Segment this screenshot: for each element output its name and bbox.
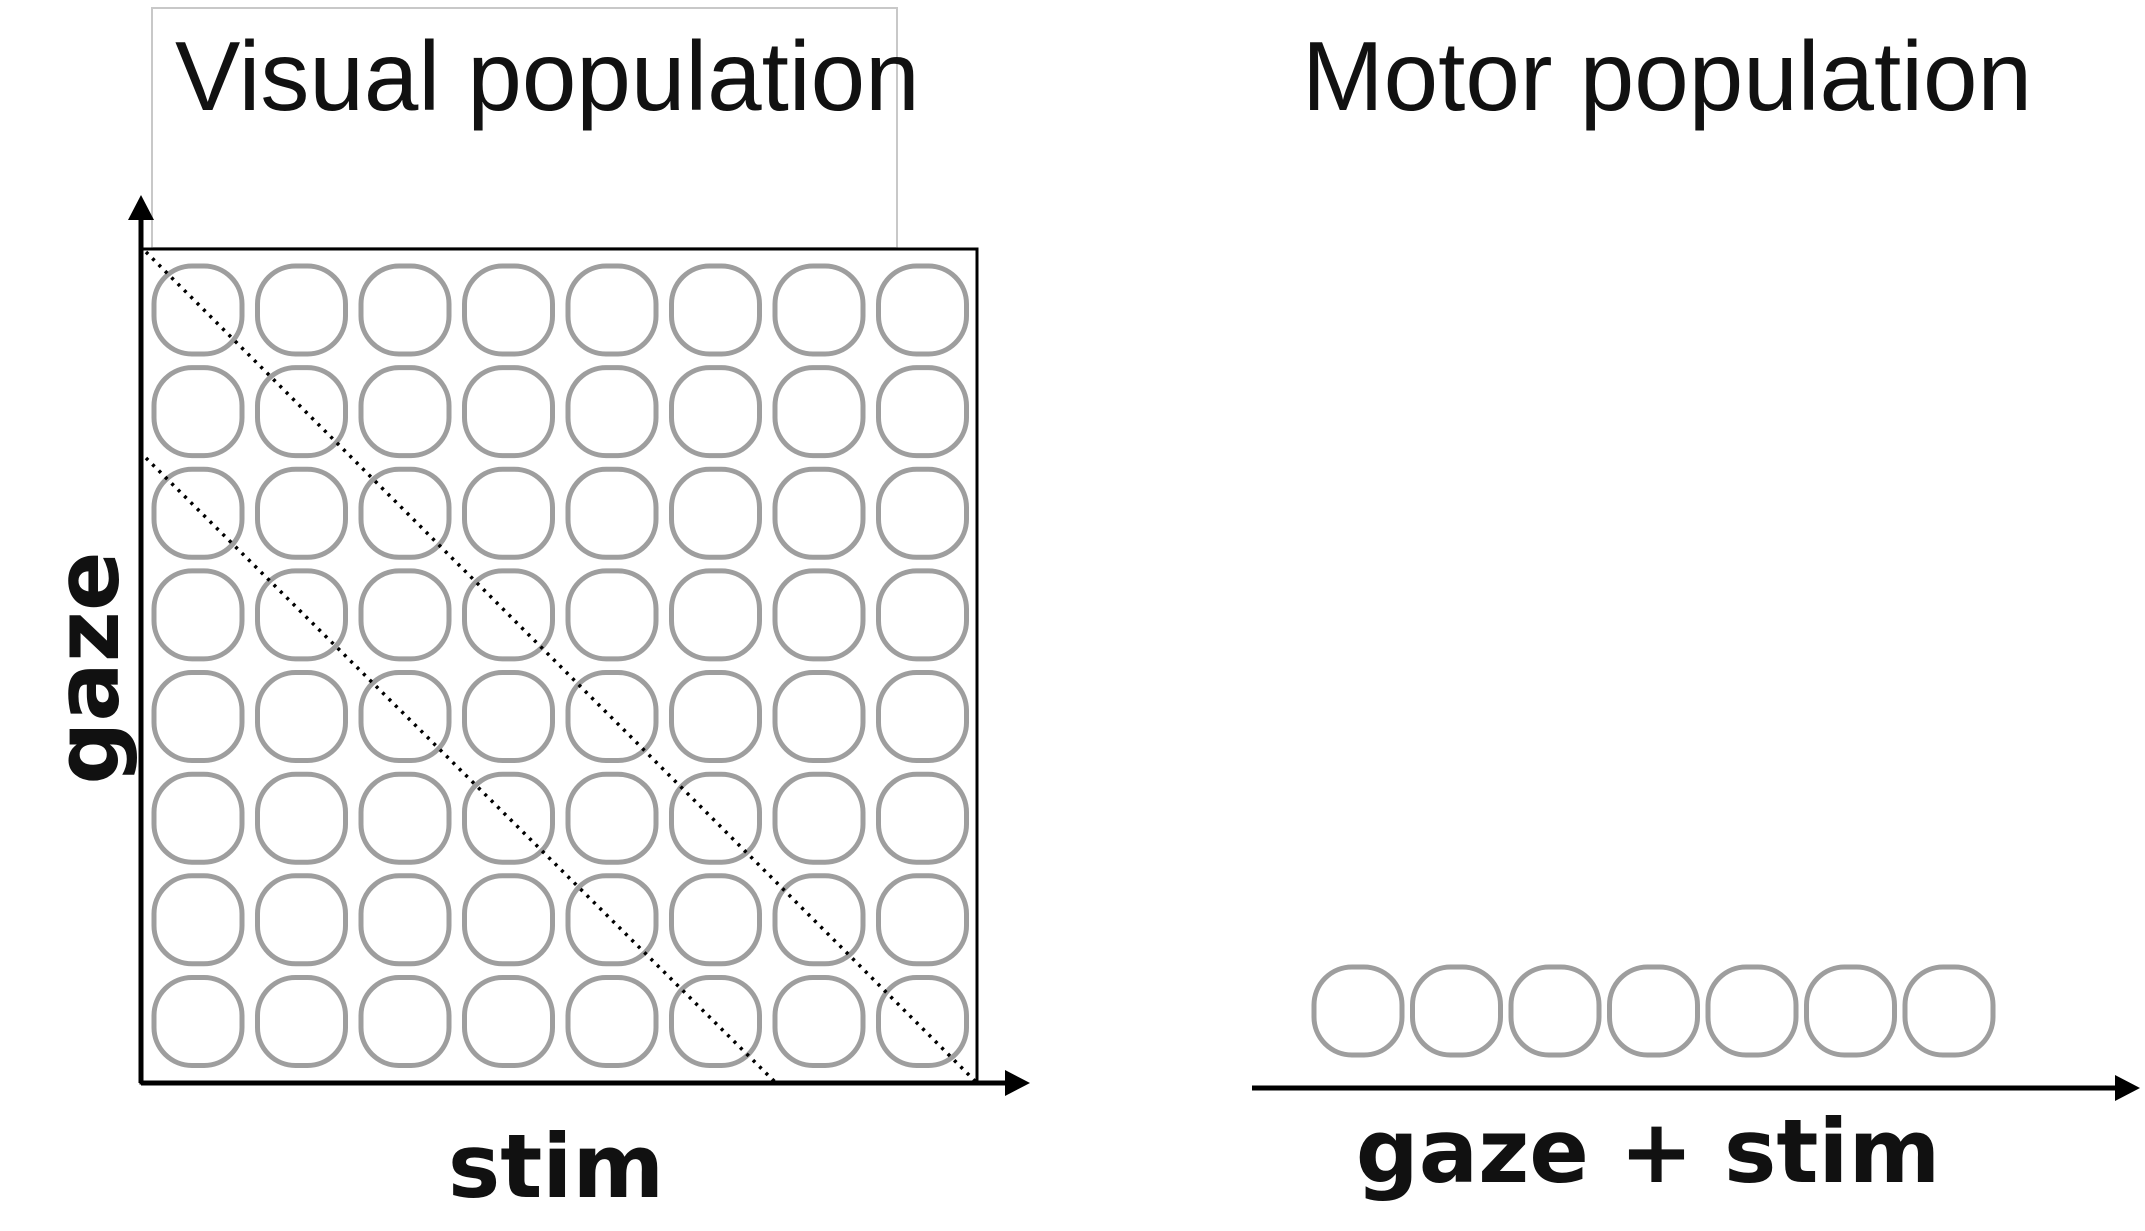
motor-axis-label: gaze + stim <box>1356 1100 1941 1203</box>
visual-neuron <box>772 568 866 662</box>
visual-neuron <box>565 771 659 865</box>
visual-neuron <box>255 568 348 662</box>
visual-neuron <box>255 771 348 865</box>
stim-axis-label: stim <box>448 1115 664 1218</box>
motor-axis-arrowhead <box>2115 1075 2140 1101</box>
visual-neuron <box>669 975 762 1068</box>
visual-neuron <box>358 466 452 560</box>
visual-panel: Visual population stim gaze <box>36 7 1030 1218</box>
motor-neuron <box>1804 964 1897 1058</box>
visual-neuron <box>255 466 348 560</box>
motor-neuron <box>1705 964 1799 1058</box>
diagonal-line-lower <box>144 456 778 1085</box>
motor-neuron <box>1902 964 1996 1058</box>
visual-neuron <box>565 975 659 1068</box>
visual-neuron <box>772 975 866 1068</box>
visual-neuron <box>358 670 452 763</box>
visual-neuron-grid <box>151 263 969 1068</box>
visual-neuron <box>255 365 348 459</box>
visual-neuron <box>669 873 762 967</box>
stim-axis-arrowhead <box>1005 1070 1030 1096</box>
visual-neuron <box>669 466 762 560</box>
visual-neuron <box>772 873 866 967</box>
visual-neuron <box>358 568 452 662</box>
visual-neuron <box>772 771 866 865</box>
visual-neuron <box>565 466 659 560</box>
visual-neuron <box>462 365 555 459</box>
visual-neuron <box>151 263 245 357</box>
visual-neuron <box>462 263 555 357</box>
visual-neuron <box>358 771 452 865</box>
visual-neuron <box>358 975 452 1068</box>
visual-neuron <box>669 365 762 459</box>
visual-neuron <box>462 568 555 662</box>
motor-neuron <box>1607 964 1700 1058</box>
motor-neuron <box>1311 964 1405 1058</box>
diagonal-line-upper <box>144 250 977 1083</box>
visual-neuron <box>772 670 866 763</box>
visual-neuron <box>669 263 762 357</box>
visual-neuron <box>151 670 245 763</box>
visual-neuron <box>255 873 348 967</box>
visual-neuron <box>876 365 969 459</box>
visual-neuron <box>876 670 969 763</box>
visual-neuron <box>565 365 659 459</box>
visual-neuron <box>876 263 969 357</box>
motor-panel: Motor population gaze + stim <box>1252 21 2140 1203</box>
visual-neuron <box>876 975 969 1068</box>
visual-neuron <box>151 365 245 459</box>
visual-neuron <box>151 771 245 865</box>
visual-neuron <box>255 263 348 357</box>
visual-neuron <box>358 873 452 967</box>
visual-neuron <box>462 466 555 560</box>
visual-neuron <box>358 365 452 459</box>
visual-title: Visual population <box>175 21 920 131</box>
visual-neuron <box>876 466 969 560</box>
visual-neuron <box>669 568 762 662</box>
motor-neuron-row <box>1311 964 1996 1058</box>
visual-neuron <box>255 670 348 763</box>
visual-neuron <box>462 873 555 967</box>
visual-neuron <box>565 263 659 357</box>
visual-neuron <box>462 771 555 865</box>
visual-neuron <box>772 365 866 459</box>
visual-neuron <box>255 975 348 1068</box>
visual-neuron <box>151 568 245 662</box>
visual-neuron <box>876 771 969 865</box>
gaze-axis-arrowhead <box>128 195 154 220</box>
visual-neuron <box>772 466 866 560</box>
visual-neuron <box>669 771 762 865</box>
visual-neuron <box>462 975 555 1068</box>
visual-neuron <box>151 975 245 1068</box>
visual-neuron <box>876 873 969 967</box>
motor-title: Motor population <box>1302 21 2032 131</box>
visual-neuron <box>565 568 659 662</box>
visual-neuron <box>565 670 659 763</box>
visual-neuron <box>151 466 245 560</box>
motor-neuron <box>1508 964 1602 1058</box>
visual-neuron <box>772 263 866 357</box>
visual-neuron <box>462 670 555 763</box>
visual-neuron <box>358 263 452 357</box>
motor-neuron <box>1410 964 1503 1058</box>
visual-neuron <box>669 670 762 763</box>
visual-neuron <box>151 873 245 967</box>
visual-neuron <box>876 568 969 662</box>
gaze-axis-label: gaze <box>36 551 139 784</box>
visual-neuron <box>565 873 659 967</box>
